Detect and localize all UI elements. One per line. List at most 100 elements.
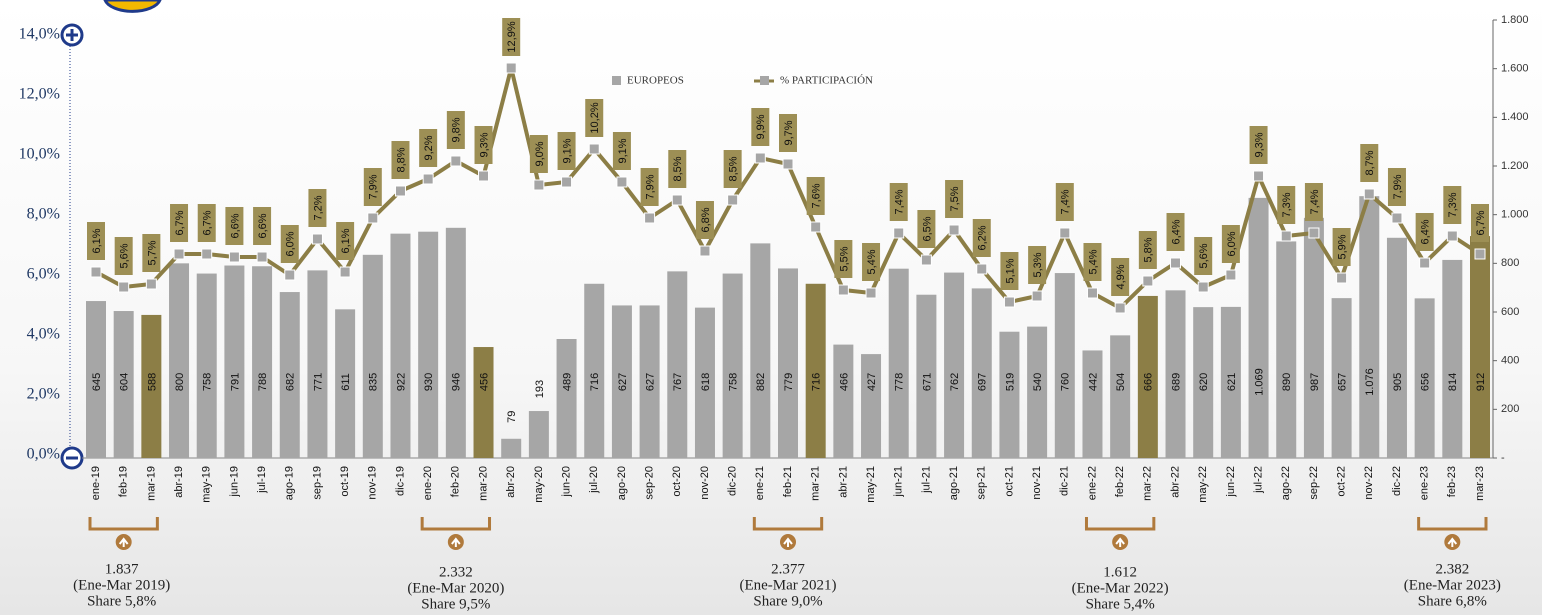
line-value-label: 6,4% <box>1420 219 1432 244</box>
line-value-label: 7,5% <box>949 186 961 211</box>
line-marker <box>450 155 462 167</box>
line-label-box <box>640 168 659 206</box>
line-label-box <box>695 201 714 239</box>
y-tick-label: 10,0% <box>19 146 60 163</box>
line-label-box <box>1111 258 1130 296</box>
line-label-box <box>806 177 825 215</box>
line-marker <box>893 227 905 239</box>
line-value-label: 7,9% <box>645 174 657 199</box>
bar <box>169 263 190 458</box>
annotation-text: (Ene-Mar 2022) <box>1072 580 1169 596</box>
y2-tick-label: 1.000 <box>1501 209 1529 221</box>
legend-label: EUROPEOS <box>627 75 684 87</box>
line-value-label: 5,4% <box>1087 249 1099 274</box>
line-value-label: 7,6% <box>811 183 823 208</box>
bar <box>611 305 632 458</box>
x-tick-label: ago-22 <box>1280 466 1292 500</box>
line-label-box <box>1166 213 1185 251</box>
line-marker <box>1225 269 1237 281</box>
y2-tick-label: 600 <box>1501 306 1519 318</box>
bracket <box>88 517 159 531</box>
bar-value-label: 882 <box>755 373 767 391</box>
line-value-label: 7,4% <box>1309 189 1321 214</box>
bar <box>1220 306 1241 458</box>
x-tick-label: may-20 <box>533 466 545 503</box>
bar-value-label: 621 <box>1226 373 1238 391</box>
bar <box>667 271 688 458</box>
line-label-box <box>862 243 881 281</box>
line-label-box <box>1304 183 1323 221</box>
line-marker <box>1363 188 1375 200</box>
line-label-box <box>280 225 299 263</box>
x-tick-label: feb-21 <box>782 466 794 497</box>
line-label-box <box>529 135 548 173</box>
bar <box>1110 335 1131 458</box>
line-marker <box>394 185 406 197</box>
line-value-label: 9,2% <box>423 135 435 160</box>
bar <box>113 311 134 458</box>
line-value-label: 6,0% <box>1226 231 1238 256</box>
x-tick-label: abr-22 <box>1169 466 1181 498</box>
legend-swatch <box>612 76 621 85</box>
x-tick-label: ago-21 <box>948 466 960 500</box>
line-label-box <box>253 207 272 245</box>
line-marker <box>339 266 351 278</box>
line-marker <box>1142 275 1154 287</box>
bar-value-label: 771 <box>312 373 324 391</box>
line-marker <box>1446 230 1458 242</box>
bar-value-label: 890 <box>1281 373 1293 391</box>
x-tick-label: may-19 <box>201 466 213 503</box>
line-marker <box>1170 257 1182 269</box>
bar <box>778 268 798 458</box>
annotation-text: 2.377 <box>771 561 805 577</box>
bar-value-label: 800 <box>174 373 186 391</box>
line-label-box <box>308 189 327 227</box>
x-tick-label: oct-22 <box>1336 466 1348 497</box>
bar-value-label: 1.069 <box>1253 368 1265 396</box>
line-marker <box>201 248 213 260</box>
line-label-box <box>1249 126 1268 164</box>
bracket <box>1417 517 1488 531</box>
line-marker <box>1086 287 1098 299</box>
x-tick-label: mar-22 <box>1142 466 1154 501</box>
bar <box>1414 298 1435 458</box>
bar-value-label: 760 <box>1060 373 1072 391</box>
y2-tick-label: 1.200 <box>1501 160 1529 172</box>
line-value-label: 5,9% <box>1337 234 1349 259</box>
line-marker <box>920 254 932 266</box>
bar-value-label: 627 <box>645 373 657 391</box>
bar-value-label: 519 <box>1004 373 1016 391</box>
bar-value-label: 656 <box>1420 373 1432 391</box>
bar <box>944 272 965 458</box>
line-label-box <box>1277 186 1296 224</box>
line-marker <box>118 281 130 293</box>
bar-value-label: 987 <box>1309 373 1321 391</box>
bar-value-label: 905 <box>1392 373 1404 391</box>
bar <box>833 344 854 458</box>
bar-value-label: 666 <box>1143 373 1155 391</box>
line-label-box <box>917 210 936 248</box>
bar <box>224 265 245 458</box>
bar-value-label: 466 <box>838 373 850 391</box>
line-marker <box>727 194 739 206</box>
bar <box>196 273 217 458</box>
bar-value-label: 504 <box>1115 373 1127 391</box>
x-tick-label: jun-22 <box>1225 466 1237 498</box>
x-tick-label: ene-22 <box>1086 466 1098 500</box>
bar-value-label: 540 <box>1032 373 1044 391</box>
line-label-box <box>391 141 410 179</box>
bar-value-label: 588 <box>146 373 158 391</box>
bar-value-label: 697 <box>977 373 989 391</box>
line-label-box <box>1028 246 1047 284</box>
bar-value-label: 427 <box>866 373 878 391</box>
bar <box>584 283 605 458</box>
bar-value-label: 645 <box>91 373 103 391</box>
x-tick-label: sep-19 <box>311 466 323 500</box>
arrow-glyph <box>1115 537 1125 547</box>
bar <box>1082 350 1103 458</box>
line-value-label: 5,6% <box>119 243 131 268</box>
bar <box>141 314 162 458</box>
x-tick-label: ene-20 <box>422 466 434 500</box>
line-marker <box>1114 302 1126 314</box>
line-marker <box>1474 248 1486 260</box>
